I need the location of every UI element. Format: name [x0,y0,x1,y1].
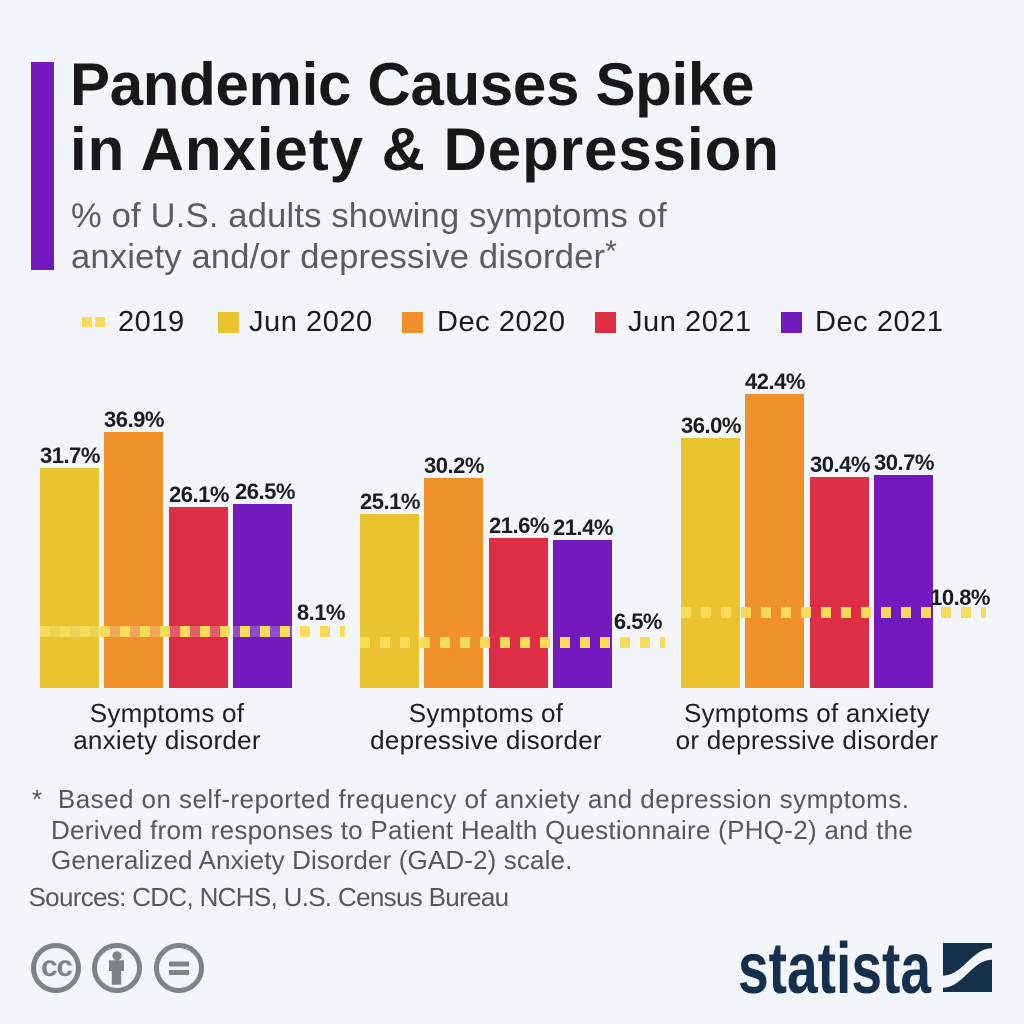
svg-text:statista: statista [738,935,932,1000]
svg-text:cc: cc [41,950,72,983]
